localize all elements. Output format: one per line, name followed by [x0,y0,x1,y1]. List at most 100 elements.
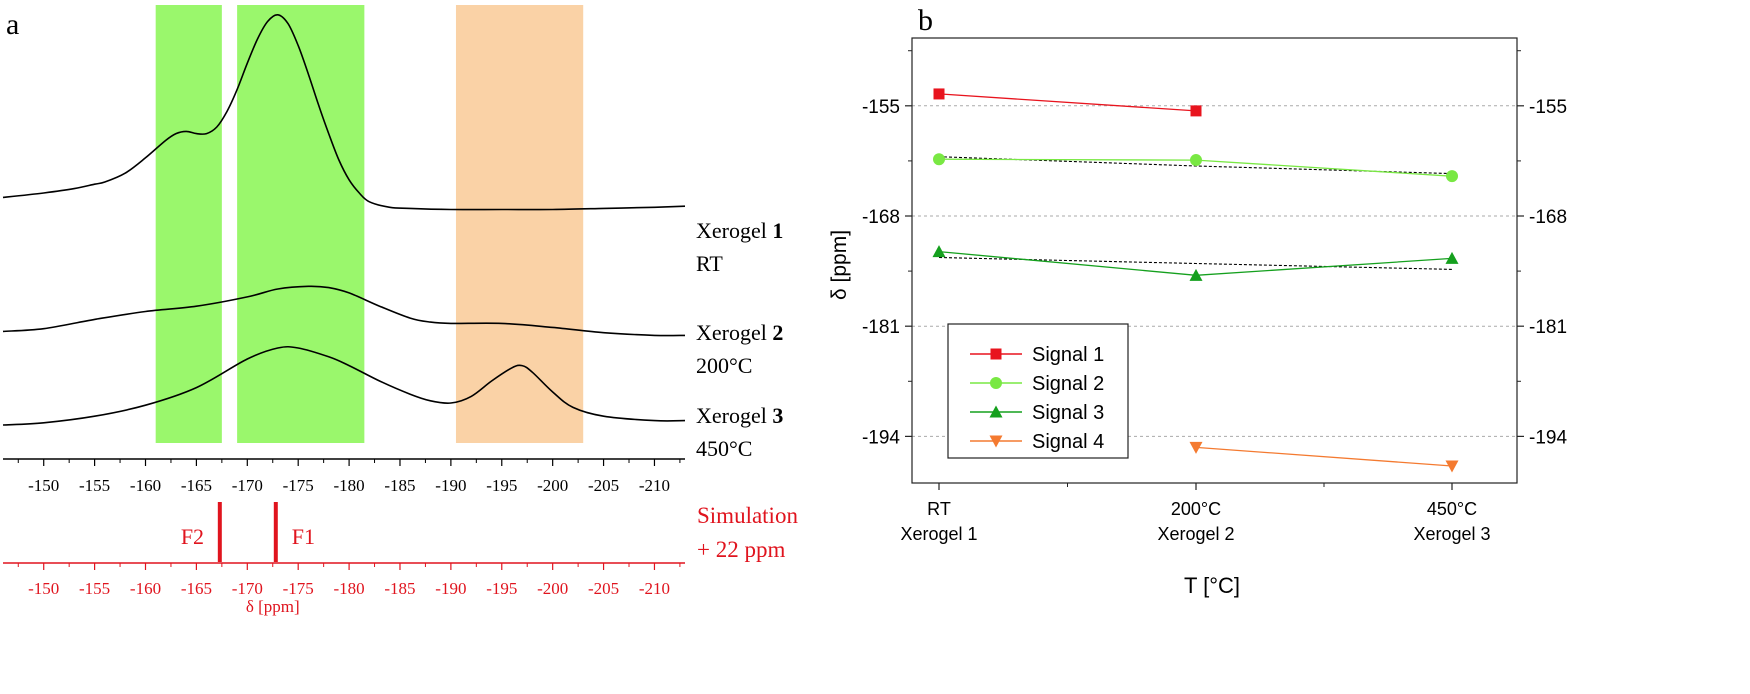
grid-lines [912,105,1517,437]
legend: Signal 1 Signal 2 Signal 3 Signal 4 [947,323,1129,459]
data-point [933,88,945,100]
tick-label: -170 [232,476,263,495]
tick-label: -170 [232,579,263,598]
data-point [1446,170,1458,183]
legend-box [947,323,1129,459]
tick-label: -195 [486,579,517,598]
x-axis-title: δ [ppm] [246,597,300,616]
stick-label: F1 [292,524,315,549]
y-tick-label-right: -181 [1529,317,1567,338]
panel-a: a Xerogel 1 RT Xerogel 2 200°C Xerogel 3 450°… [2,5,798,616]
tick-label: -210 [639,579,670,598]
data-point [989,435,1003,448]
curve-label: Xerogel 1 [696,218,783,243]
spectra-curves [2,13,686,426]
tick-label: -165 [181,579,212,598]
chart-series [932,88,1459,473]
x-axis: RT Xerogel 1 200°C Xerogel 2 450°C Xerogel 3 T… [900,483,1491,598]
sample-name: Xerogel [696,403,772,428]
tick-label: -165 [181,476,212,495]
tick-label: -205 [588,476,619,495]
tick-label: -185 [384,579,415,598]
legend-label: Signal 2 [1032,373,1104,395]
y-axis-title: δ [ppm] [828,230,851,300]
simulation-label: + 22 ppm [697,537,785,562]
data-point [989,405,1003,418]
data-point [932,245,946,258]
data-point [1445,460,1459,473]
x-tick-label: 200°C [1171,499,1221,519]
simulation-label: Simulation [697,503,798,528]
highlight-band [155,5,222,443]
highlight-band [455,5,584,443]
x-axis-title: T [°C] [1184,573,1240,598]
tick-label: -200 [537,579,568,598]
sample-name: Xerogel [696,320,772,345]
plot-frame [911,37,1518,484]
curve-condition: 450°C [696,436,752,461]
tick-label: -150 [28,476,59,495]
x-tick-sample: Xerogel 1 [900,524,977,544]
series-line [938,93,1197,112]
spectrum-curve [2,285,686,337]
x-tick-sample: Xerogel 3 [1413,524,1490,544]
tick-label: -195 [486,476,517,495]
tick-label: -180 [334,579,365,598]
sample-number: 2 [772,320,783,345]
y-tick-label: -168 [862,207,900,228]
series-line [1195,446,1453,467]
simulation-sticks: F2 F1 Simulation + 22 ppm [181,502,798,562]
curve-condition: 200°C [696,353,752,378]
y-tick-label-right: -168 [1529,207,1567,228]
sample-number: 3 [772,403,783,428]
curve-condition: RT [696,251,723,276]
y-tick-label: -194 [862,427,900,448]
data-point [1190,154,1202,167]
x-tick-label: RT [927,499,951,519]
data-point [1445,251,1459,264]
y-axis: -155 -155 -168 -168 -181 -181 -194 -194 δ [ppm] [828,50,1567,448]
tick-label: -150 [28,579,59,598]
trend-lines [938,156,1453,270]
tick-label: -180 [334,476,365,495]
tick-label: -155 [79,476,110,495]
data-point [990,377,1002,389]
curve-label: Xerogel 3 [696,403,783,428]
panel-label-a: a [6,8,19,41]
highlight-bands [155,5,584,443]
y-tick-label-right: -155 [1529,97,1567,118]
tick-label: -175 [283,579,314,598]
y-tick-label-right: -194 [1529,427,1567,448]
tick-label: -160 [130,579,161,598]
sample-name: Xerogel [696,218,772,243]
tick-label: -160 [130,476,161,495]
legend-label: Signal 1 [1032,344,1104,366]
y-tick-label: -181 [862,317,900,338]
y-tick-label: -155 [862,97,900,118]
spectra-labels: Xerogel 1 RT Xerogel 2 200°C Xerogel 3 450°C [696,218,783,461]
spectrum-curve [2,13,686,211]
x-tick-sample: Xerogel 2 [1157,524,1234,544]
data-point [990,348,1002,360]
tick-label: -155 [79,579,110,598]
tick-label: -190 [435,476,466,495]
spectra-x-axis: -150 -155 -160 -165 -170 -175 -180 -185 -190 -195… [3,458,685,495]
sample-number: 1 [772,218,783,243]
tick-label: -210 [639,476,670,495]
x-tick-label: 450°C [1427,499,1477,519]
data-point [1189,268,1203,281]
stick-label: F2 [181,524,204,549]
tick-label: -185 [384,476,415,495]
spectrum-curve [2,345,686,426]
tick-label: -190 [435,579,466,598]
data-point [933,153,945,166]
legend-label: Signal 4 [1032,431,1104,453]
data-point [1190,105,1202,117]
legend-label: Signal 3 [1032,402,1104,424]
tick-label: -205 [588,579,619,598]
simulation-x-axis: -150 -155 -160 -165 -170 -175 -180 -185 -190 -195… [3,562,685,616]
panel-label-b: b [918,4,933,37]
panel-b: b -155 -155 -168 -168 -181 -181 -194 -194 δ [ppm… [828,4,1567,598]
data-point [1189,441,1203,454]
